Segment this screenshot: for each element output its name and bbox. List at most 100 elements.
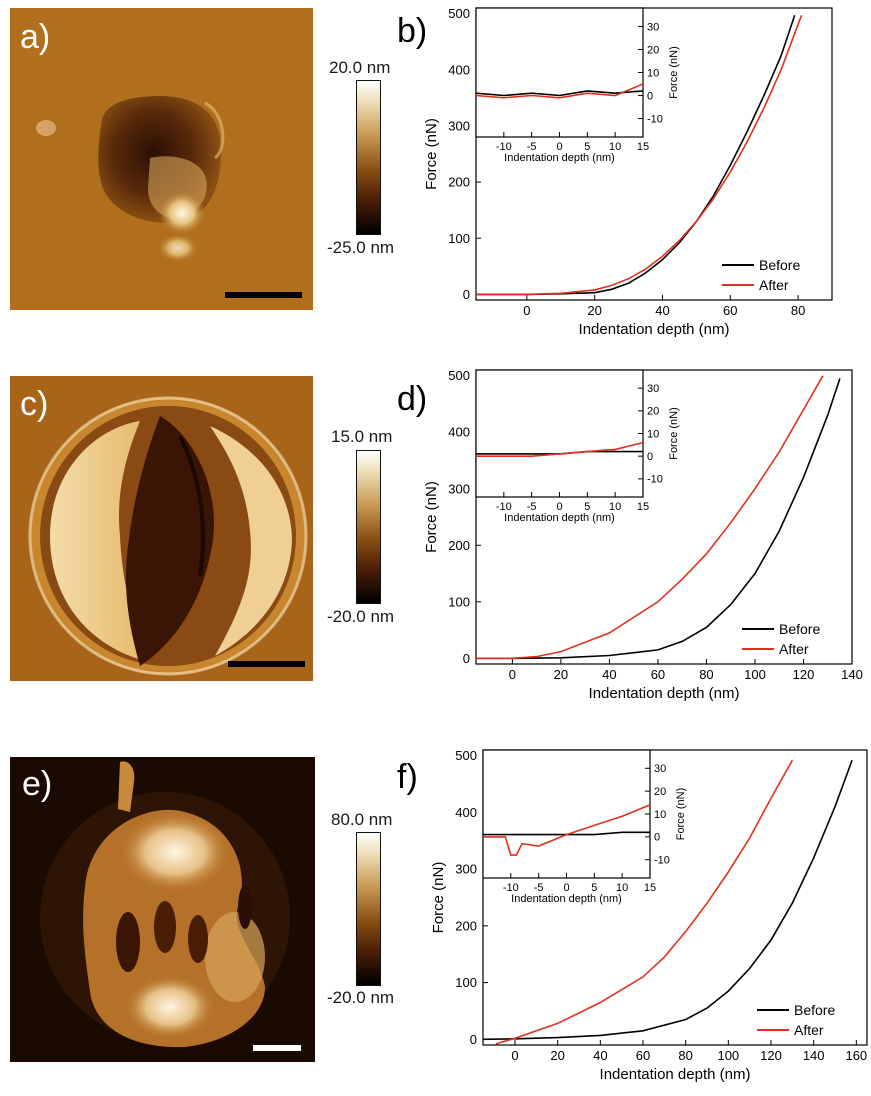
plot-2-series-before — [482, 759, 853, 1041]
scale-bar-c — [228, 661, 305, 667]
inset-0-ytick-label: 20 — [647, 44, 659, 56]
colorbar-e-bottom-label: -20.0 nm — [327, 988, 395, 1007]
inset-1-ytick-label: 0 — [647, 451, 653, 463]
inset-0-xtick-label: -10 — [496, 141, 512, 153]
plot-1-ytick-label: 0 — [463, 651, 470, 666]
inset-2-ytick-label: 20 — [654, 786, 666, 798]
inset-1-xtick-label: -5 — [527, 501, 537, 513]
colorbar-c-bottom-label: -20.0 nm — [327, 607, 395, 626]
plot-1-frame — [475, 369, 853, 665]
plot-2-xtick-label: 80 — [678, 1048, 692, 1063]
plot-2-ytick-label: 0 — [470, 1032, 477, 1047]
plot-2-ytick-label: 100 — [455, 975, 477, 990]
legend-label-after: After — [779, 641, 809, 657]
plot-1-ytick-label: 300 — [448, 481, 470, 496]
plot-0-ytick-label: 300 — [448, 118, 470, 133]
inset-1-frame — [475, 369, 644, 498]
plot-2-frame — [482, 749, 868, 1046]
plot-2-xtick-label: 40 — [593, 1048, 607, 1063]
plot-0-ytick-label: 500 — [448, 6, 470, 21]
plot-1-ytick-label: 500 — [448, 368, 470, 383]
plot-1-xtick-label: 140 — [841, 667, 863, 682]
plot-2-xtick-label: 100 — [717, 1048, 739, 1063]
legend-label-before: Before — [779, 621, 820, 637]
plot-0-xlabel: Indentation depth (nm) — [579, 321, 730, 338]
inset-0-ylabel: Force (nN) — [668, 46, 680, 99]
inset-1-ytick-label: -10 — [647, 474, 663, 486]
plot-2-xtick-label: 120 — [760, 1048, 782, 1063]
inset-1-ylabel: Force (nN) — [668, 407, 680, 460]
plot-1-ytick-label: 200 — [448, 538, 470, 553]
inset-1-xtick-label: -10 — [496, 501, 512, 513]
plot-0-legend: Before After — [722, 257, 800, 293]
plot-2-ylabel: Force (nN) — [430, 862, 447, 934]
force-plot-d: 0 20 40 60 80 100 120 1400100200300400500Indent… — [423, 368, 863, 702]
inset-1-series-after — [476, 441, 644, 458]
plot-1-ytick-label: 100 — [448, 594, 470, 609]
colorbar-c-top-label: 15.0 nm — [331, 427, 393, 446]
inset-0-series-after — [475, 83, 644, 99]
plot-1-ytick-label: 400 — [448, 425, 470, 440]
plot-0-ytick-label: 100 — [448, 231, 470, 246]
inset-1-xtick-label: 15 — [637, 501, 649, 513]
plot-1-axes: 0 20 40 60 80 100 120 1400100200300400500Indent… — [423, 368, 863, 702]
plot-2-xlabel: Indentation depth (nm) — [600, 1066, 751, 1083]
plot-0-series-before — [476, 15, 796, 296]
inset-0-ytick-label: 0 — [647, 90, 653, 102]
inset-1-axes: -10 -5 0 5 10 15 -10 0 10 20 30 Indentation depth (… — [475, 369, 680, 524]
plot-1-series-before — [476, 378, 841, 660]
inset-2-xtick-label: 10 — [616, 882, 628, 894]
scale-bar-a — [225, 292, 302, 298]
plot-1-xlabel: Indentation depth (nm) — [589, 685, 740, 702]
plot-2-xtick-label: 160 — [845, 1048, 867, 1063]
inset-2-ytick-label: 0 — [654, 832, 660, 844]
inset-0-xlabel: Indentation depth (nm) — [504, 152, 615, 164]
plot-1-xtick-label: 0 — [509, 667, 516, 682]
plot-2-series-after — [495, 759, 793, 1045]
inset-0-ytick-label: -10 — [647, 113, 663, 125]
plot-0-frame — [475, 7, 833, 301]
plot-0-xtick-label: 20 — [587, 303, 601, 318]
legend-label-before: Before — [759, 257, 800, 273]
plot-1-ylabel: Force (nN) — [423, 481, 440, 553]
inset-2-frame — [482, 749, 651, 879]
panel-letter-a: a) — [20, 18, 51, 56]
plot-2-ytick-label: 200 — [455, 918, 477, 933]
inset-2-xtick-label: 15 — [644, 882, 656, 894]
colorbar-c — [356, 450, 381, 604]
inset-0-ytick-label: 10 — [647, 67, 659, 79]
inset-2-xtick-label: 5 — [591, 882, 597, 894]
plot-0-ytick-label: 200 — [448, 175, 470, 190]
plot-1-xtick-label: 20 — [554, 667, 568, 682]
colorbar-a-top-label: 20.0 nm — [329, 58, 391, 77]
plot-0-xtick-label: 0 — [523, 303, 530, 318]
plot-2-xtick-label: 140 — [803, 1048, 825, 1063]
inset-0-xtick-label: 10 — [609, 141, 621, 153]
inset-0-xtick-label: 15 — [637, 141, 649, 153]
inset-1-xtick-label: 10 — [609, 501, 621, 513]
inset-0-xtick-label: -5 — [527, 141, 537, 153]
inset-1-ytick-label: 30 — [647, 383, 659, 395]
panel-letter-f: f) — [397, 758, 418, 796]
legend-label-after: After — [794, 1022, 824, 1038]
plot-2-ytick-label: 300 — [455, 862, 477, 877]
afm-image-c — [10, 376, 313, 681]
plot-0-xtick-label: 60 — [723, 303, 737, 318]
plot-2-xtick-label: 0 — [511, 1048, 518, 1063]
plot-2-legend: Before After — [757, 1002, 835, 1038]
scale-bar-e — [253, 1045, 301, 1051]
plot-0-ytick-label: 400 — [448, 62, 470, 77]
inset-1-xtick-label: 5 — [584, 501, 590, 513]
plot-2-ytick-label: 500 — [455, 748, 477, 763]
plot-2-xtick-label: 20 — [550, 1048, 564, 1063]
plot-1-xtick-label: 100 — [744, 667, 766, 682]
inset-2-xtick-label: -10 — [503, 882, 519, 894]
inset-2-ytick-label: -10 — [654, 855, 670, 867]
panel-letter-c: c) — [20, 385, 49, 423]
plot-2-ytick-label: 400 — [455, 805, 477, 820]
afm-image-e — [10, 757, 315, 1062]
plot-1-xtick-label: 40 — [602, 667, 616, 682]
inset-1-ytick-label: 20 — [647, 406, 659, 418]
plot-0-ytick-label: 0 — [463, 287, 470, 302]
